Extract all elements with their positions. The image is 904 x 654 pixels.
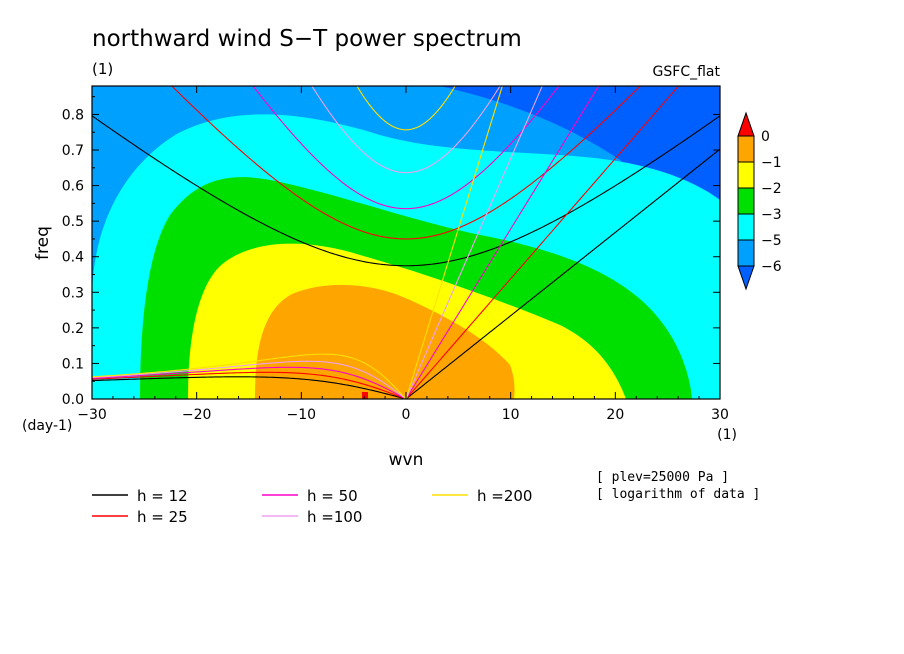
chart-subtitle-right: GSFC_flat [653,64,721,80]
y-tick-label: 0.1 [62,356,84,372]
legend-label-h25: h = 25 [137,508,188,526]
dispersion-curve-h100-0 [405,86,543,399]
dispersion-curve-h50-1 [92,366,407,399]
y-tick-label: 0.3 [62,285,84,301]
annotation-plev: [ plev=25000 Pa ] [596,470,729,485]
legend-label-h100: h =100 [307,508,362,526]
x-tick-label: 30 [711,407,729,423]
x-tick-label: 10 [502,407,520,423]
y-tick-label: 0.2 [62,321,84,337]
y-tick-label: 0.8 [62,107,84,123]
x-axis-ticks: −30 −20 −10 0 10 20 30 [77,86,729,423]
y-axis-unit: (day-1) [22,418,72,434]
dispersion-curve-h25-1 [92,371,407,399]
y-axis-ticks: 0.0 0.1 0.2 0.3 0.4 0.5 0.6 0.7 0.8 [62,96,720,408]
x-axis-label: wvn [389,450,424,470]
dispersion-curve-h100-2 [311,86,501,174]
chart-title: northward wind S−T power spectrum [92,26,522,52]
legend-label-h12: h = 12 [137,487,188,505]
y-tick-label: 0.4 [62,250,84,266]
contour-band-orange [255,284,515,399]
contour-band-red [362,392,368,399]
dispersion-curve-h50-2 [252,86,560,210]
y-tick-label: 0.6 [62,179,84,195]
dispersion-curve-h25-2 [171,86,641,240]
legend-label-h200: h =200 [477,487,532,505]
annotation-log: [ logarithm of data ] [596,487,760,502]
colorbar-label: −1 [761,155,782,171]
x-tick-label: −20 [182,407,212,423]
colorbar-label: −2 [761,181,782,197]
colorbar-segment [737,213,755,241]
dispersion-curve-h12-0 [405,148,720,399]
dispersion-curve-h50-0 [405,86,600,399]
x-tick-label: −30 [77,407,107,423]
colorbar-label: −3 [761,207,782,223]
colorbar-segment [737,187,755,215]
chart-subtitle-left: (1) [92,60,113,78]
legend-label-h50: h = 50 [307,487,358,505]
colorbar-label: −5 [761,233,782,249]
dispersion-curve-h25-0 [405,86,680,399]
y-axis-label: freq [33,226,53,260]
contour-band-darkblue [440,86,720,300]
dispersion-curves [92,86,720,399]
colorbar-segment [737,239,755,267]
dispersion-curve-h200-1 [92,353,407,399]
dispersion-curve-h100-1 [92,360,407,399]
colorbar-label: −6 [761,259,782,275]
x-axis-unit: (1) [717,427,737,443]
colorbar: 0 −1 −2 −3 −5 −6 [737,111,782,291]
colorbar-bottom-arrow [737,265,755,291]
dispersion-curve-h12-1 [92,376,407,399]
colorbar-segment [737,161,755,189]
y-tick-label: 0.7 [62,143,84,159]
colorbar-top-arrow [737,111,755,137]
dispersion-curve-h200-0 [405,86,503,399]
x-tick-label: 20 [606,407,624,423]
dispersion-curve-h200-2 [356,86,456,131]
power-contours [92,86,720,399]
colorbar-segment [737,135,755,163]
y-tick-label: 0.5 [62,214,84,230]
x-tick-label: −10 [287,407,317,423]
legend: h = 12 h = 25 h = 50 h =100 h =200 [92,487,532,526]
y-tick-label: 0.0 [62,392,84,408]
dispersion-curve-h12-2 [92,115,720,267]
colorbar-label: 0 [761,129,770,145]
x-tick-label: 0 [402,407,411,423]
